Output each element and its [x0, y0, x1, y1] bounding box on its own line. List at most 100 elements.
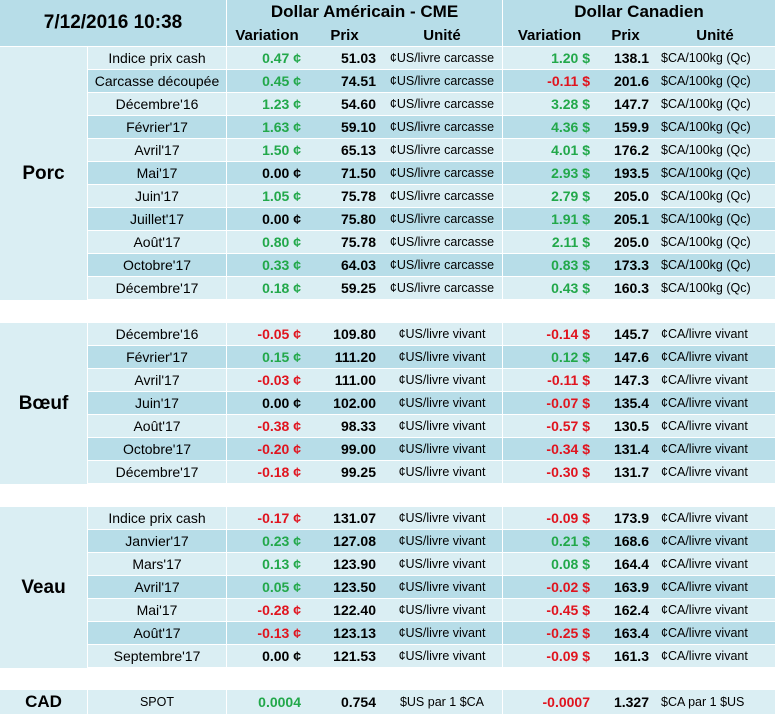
usd-unit: ¢US/livre vivant	[382, 392, 502, 414]
usd-variation: -0.28 ¢	[227, 599, 307, 621]
row-label: Carcasse découpée	[88, 70, 226, 92]
cad-variation: 2.11 $	[503, 231, 596, 253]
cad-variation: 3.28 $	[503, 93, 596, 115]
cad-unit: ¢CA/livre vivant	[655, 530, 775, 552]
row-label: Décembre'16	[88, 93, 226, 115]
usd-price: 111.20	[307, 346, 382, 368]
cad-price: 131.4	[596, 438, 655, 460]
cad-unit: ¢CA/livre vivant	[655, 622, 775, 644]
usd-price: 121.53	[307, 645, 382, 667]
section-separator	[0, 300, 775, 323]
cad-unit: $CA/100kg (Qc)	[655, 162, 775, 184]
usd-variation: 0.23 ¢	[227, 530, 307, 552]
usd-variation: 0.47 ¢	[227, 47, 307, 69]
usd-price: 109.80	[307, 323, 382, 345]
usd-price: 74.51	[307, 70, 382, 92]
cad-unit: $CA/100kg (Qc)	[655, 139, 775, 161]
cad-unit: ¢CA/livre vivant	[655, 369, 775, 391]
cad-unit: ¢CA/livre vivant	[655, 461, 775, 483]
cad-price-header: Prix	[596, 24, 655, 46]
row-label: Mars'17	[88, 553, 226, 575]
usd-variation: 0.80 ¢	[227, 231, 307, 253]
usd-price: 59.25	[307, 277, 382, 299]
usd-variation: 0.00 ¢	[227, 645, 307, 667]
usd-unit-header: Unité	[382, 24, 502, 46]
usd-unit: ¢US/livre carcasse	[382, 254, 502, 276]
row-label: Août'17	[88, 231, 226, 253]
cad-unit: ¢CA/livre vivant	[655, 553, 775, 575]
cad-unit: ¢CA/livre vivant	[655, 599, 775, 621]
usd-variation: -0.17 ¢	[227, 507, 307, 529]
cad-cad-price: 1.327	[596, 690, 655, 714]
usd-variation: 1.23 ¢	[227, 93, 307, 115]
cad-unit-header: Unité	[655, 24, 775, 46]
row-label: Février'17	[88, 116, 226, 138]
usd-variation: 1.63 ¢	[227, 116, 307, 138]
cad-unit: ¢CA/livre vivant	[655, 392, 775, 414]
usd-variation: 0.00 ¢	[227, 162, 307, 184]
usd-unit: ¢US/livre vivant	[382, 323, 502, 345]
cad-price: 130.5	[596, 415, 655, 437]
cad-variation: 0.12 $	[503, 346, 596, 368]
usd-unit: ¢US/livre carcasse	[382, 162, 502, 184]
section-label-2: Veau	[0, 507, 87, 668]
cad-price: 193.5	[596, 162, 655, 184]
usd-variation: 0.00 ¢	[227, 208, 307, 230]
cad-group-header: Dollar Canadien	[503, 0, 775, 24]
cad-variation: -0.34 $	[503, 438, 596, 460]
cad-unit: $CA/100kg (Qc)	[655, 47, 775, 69]
section-label-cad: CAD	[0, 690, 87, 714]
cad-price: 161.3	[596, 645, 655, 667]
usd-variation: 0.33 ¢	[227, 254, 307, 276]
cad-price: 205.0	[596, 231, 655, 253]
usd-price: 59.10	[307, 116, 382, 138]
usd-price: 99.25	[307, 461, 382, 483]
cad-price: 160.3	[596, 277, 655, 299]
row-label: Février'17	[88, 346, 226, 368]
row-label: Mai'17	[88, 599, 226, 621]
cad-unit: ¢CA/livre vivant	[655, 438, 775, 460]
cad-variation: -0.25 $	[503, 622, 596, 644]
usd-price: 102.00	[307, 392, 382, 414]
cad-price: 163.9	[596, 576, 655, 598]
section-label-1: Bœuf	[0, 323, 87, 484]
usd-variation: 1.50 ¢	[227, 139, 307, 161]
cad-variation: -0.57 $	[503, 415, 596, 437]
cad-unit: ¢CA/livre vivant	[655, 645, 775, 667]
cad-unit: ¢CA/livre vivant	[655, 576, 775, 598]
cad-variation: 2.93 $	[503, 162, 596, 184]
usd-unit: ¢US/livre vivant	[382, 576, 502, 598]
usd-price: 54.60	[307, 93, 382, 115]
usd-price: 111.00	[307, 369, 382, 391]
row-label: Indice prix cash	[88, 507, 226, 529]
usd-unit: ¢US/livre vivant	[382, 530, 502, 552]
row-label: Août'17	[88, 415, 226, 437]
cad-variation-header: Variation	[503, 24, 596, 46]
cad-variation: 4.36 $	[503, 116, 596, 138]
cad-variation: -0.11 $	[503, 369, 596, 391]
usd-unit: ¢US/livre vivant	[382, 645, 502, 667]
cad-unit: $CA/100kg (Qc)	[655, 277, 775, 299]
usd-price: 71.50	[307, 162, 382, 184]
cad-variation: 1.91 $	[503, 208, 596, 230]
cad-price: 176.2	[596, 139, 655, 161]
usd-variation: 0.45 ¢	[227, 70, 307, 92]
cad-unit: ¢CA/livre vivant	[655, 415, 775, 437]
usd-price: 75.78	[307, 185, 382, 207]
usd-variation: 0.18 ¢	[227, 277, 307, 299]
section-separator	[0, 484, 775, 507]
usd-variation: -0.18 ¢	[227, 461, 307, 483]
cad-variation: -0.11 $	[503, 70, 596, 92]
usd-price: 131.07	[307, 507, 382, 529]
row-label: Juin'17	[88, 392, 226, 414]
cad-price: 147.7	[596, 93, 655, 115]
cad-unit: ¢CA/livre vivant	[655, 323, 775, 345]
usd-unit: ¢US/livre carcasse	[382, 139, 502, 161]
row-label: Avril'17	[88, 576, 226, 598]
usd-unit: ¢US/livre carcasse	[382, 208, 502, 230]
cad-variation: 0.83 $	[503, 254, 596, 276]
usd-variation: -0.05 ¢	[227, 323, 307, 345]
usd-variation: -0.20 ¢	[227, 438, 307, 460]
row-label: Décembre'17	[88, 461, 226, 483]
cad-unit: $CA/100kg (Qc)	[655, 254, 775, 276]
